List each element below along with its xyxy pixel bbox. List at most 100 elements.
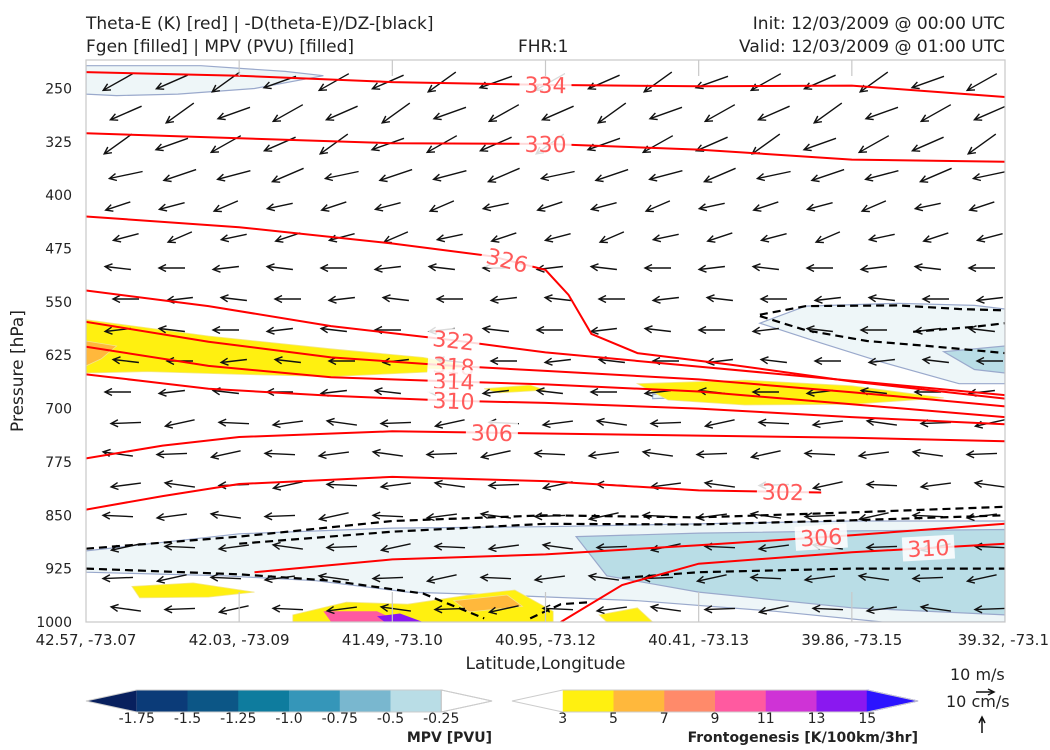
- wind-vector: [271, 541, 303, 550]
- dthetae-dz-contour: [759, 315, 1005, 355]
- mpv-colorbar-swatch: [440, 689, 493, 713]
- wind-vector: [166, 231, 193, 244]
- wind-vector: [703, 479, 735, 488]
- y-tick-label: 700: [45, 402, 72, 418]
- wind-vector: [598, 231, 625, 244]
- wind-vector: [273, 294, 301, 304]
- wind-vector: [641, 135, 674, 154]
- wind-vector: [756, 105, 790, 121]
- fgen-colorbar-tick: 7: [660, 711, 669, 727]
- ref-vector-vertical-arrow: [978, 715, 986, 733]
- x-tick-label: 42.57, -73.07: [36, 631, 137, 649]
- wind-vector: [109, 482, 141, 491]
- wind-vector: [535, 387, 563, 396]
- fgen-colorbar-swatch: [664, 690, 716, 712]
- theta-e-contour-label: 330: [524, 133, 566, 158]
- wind-vector: [857, 451, 889, 460]
- wind-vector: [370, 137, 405, 152]
- wind-vector: [812, 102, 843, 124]
- wind-vector: [111, 233, 139, 243]
- wind-vector: [481, 388, 509, 397]
- wind-vector: [595, 543, 628, 552]
- wind-vector: [163, 419, 195, 429]
- wind-vector: [265, 326, 293, 335]
- wind-vector: [163, 605, 196, 614]
- wind-vector: [973, 479, 1005, 488]
- wind-vector: [919, 104, 952, 123]
- wind-vector: [324, 105, 358, 121]
- wind-vector: [921, 294, 949, 304]
- wind-vector: [971, 171, 1005, 182]
- wind-vector: [325, 480, 358, 489]
- theta-e-contour-label: 322: [431, 327, 476, 357]
- wind-vector: [490, 232, 517, 243]
- mpv-colorbar-swatch: [390, 690, 442, 712]
- y-tick-label: 625: [45, 348, 72, 364]
- wind-vector: [596, 102, 627, 124]
- fgen-colorbar-tick: 13: [808, 711, 826, 727]
- mpv-colorbar-swatch: [136, 690, 188, 712]
- wind-vector: [102, 133, 133, 155]
- dthetae-dz-contour: [86, 505, 1005, 550]
- wind-vector: [543, 294, 571, 303]
- fgen-colorbar-tick: 9: [711, 711, 720, 727]
- wind-vector: [750, 133, 781, 155]
- wind-vector: [697, 325, 725, 335]
- wind-vector: [759, 356, 787, 365]
- contour-label-bg: [794, 523, 848, 551]
- wind-vector: [382, 231, 409, 244]
- y-axis-title: Pressure [hPa]: [8, 310, 28, 432]
- frontogenesis-region: [131, 582, 255, 599]
- wind-vector: [589, 387, 617, 397]
- wind-vector: [425, 450, 458, 459]
- wind-vector: [319, 263, 347, 273]
- wind-vector: [323, 170, 359, 182]
- mpv-colorbar-tick: -0.75: [322, 711, 358, 727]
- wind-vector: [219, 357, 247, 366]
- wind-vector: [589, 202, 617, 212]
- y-tick-label: 400: [45, 188, 72, 204]
- fgen-colorbar-swatch: [816, 690, 868, 712]
- wind-vector: [649, 603, 681, 612]
- y-tick-label: 325: [45, 135, 72, 151]
- wind-vector: [541, 541, 573, 550]
- mpv-colorbar-tick: -1.5: [174, 711, 201, 727]
- wind-vector: [163, 542, 196, 551]
- wind-vector: [101, 511, 134, 520]
- mpv-colorbar-tick: -0.25: [423, 711, 459, 727]
- wind-vector: [219, 294, 247, 303]
- wind-vector: [918, 167, 952, 183]
- wind-vector: [157, 388, 185, 397]
- wind-vector: [379, 603, 411, 612]
- wind-vector: [164, 102, 195, 124]
- wind-vector: [589, 263, 617, 272]
- wind-vector: [209, 510, 241, 519]
- wind-vector: [111, 356, 139, 365]
- wind-vector: [865, 417, 897, 426]
- wind-vector: [325, 543, 358, 552]
- wind-vector: [803, 512, 836, 521]
- y-tick-label: 775: [45, 455, 72, 471]
- wind-vector: [481, 202, 509, 212]
- theta-e-contour: [86, 475, 822, 511]
- chart-title-line1: Theta-E (K) [red] | -D(theta-E)/DZ-[blac…: [86, 14, 434, 34]
- fgen-colorbar-tick: 15: [858, 711, 876, 727]
- wind-vector: [271, 481, 303, 491]
- wind-vector: [107, 170, 143, 182]
- wind-vector: [811, 420, 843, 429]
- chart-title-line2: Fgen [filled] | MPV (PVU) [filled]: [86, 37, 355, 57]
- wind-vector: [273, 356, 301, 365]
- wind-vector: [426, 71, 457, 93]
- dthetae-dz-contour: [529, 601, 592, 620]
- wind-vector: [433, 419, 465, 429]
- wind-vector: [802, 74, 836, 90]
- y-tick-label: 475: [45, 242, 72, 258]
- wind-vector: [595, 606, 627, 615]
- wind-vector: [594, 168, 629, 183]
- wind-vector: [425, 574, 457, 584]
- wind-vector: [487, 605, 519, 615]
- wind-vector: [586, 74, 620, 90]
- wind-vector: [481, 325, 509, 334]
- wind-vector: [541, 420, 573, 429]
- wind-vector: [317, 572, 349, 581]
